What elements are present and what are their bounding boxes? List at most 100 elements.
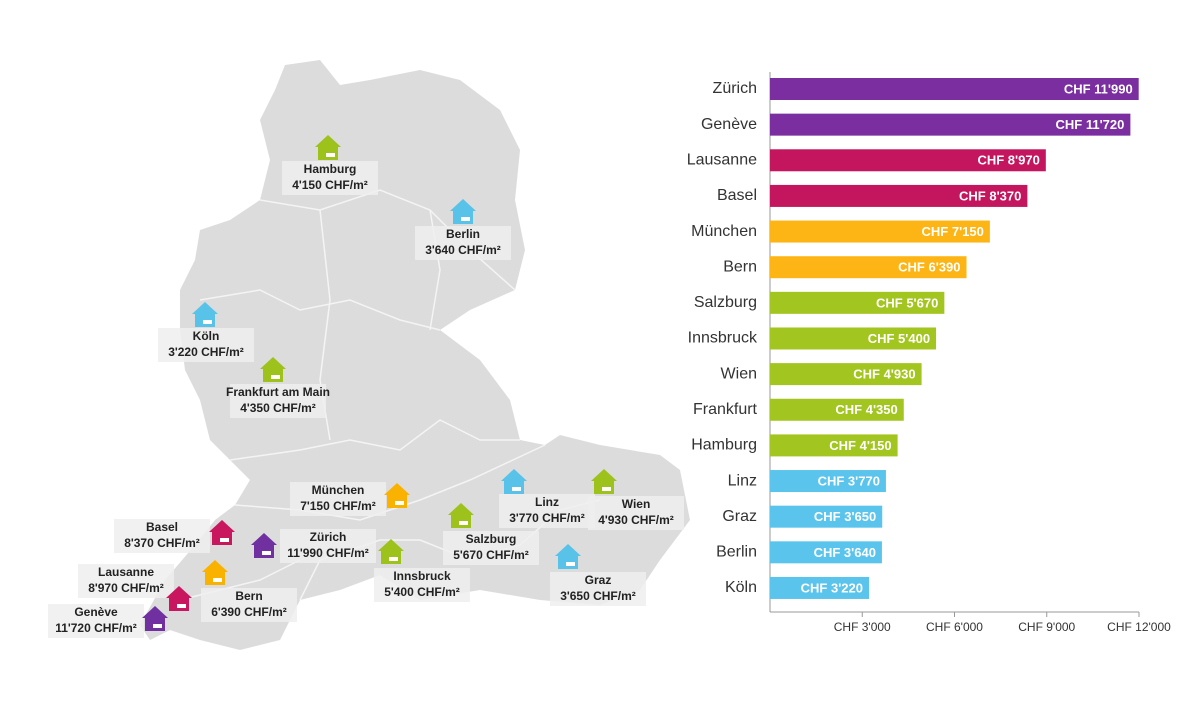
- city-price: 5'670 CHF/m²: [453, 548, 529, 562]
- city-marker: Berlin 3'640 CHF/m²: [415, 199, 511, 260]
- category-label: Köln: [725, 579, 757, 596]
- house-window: [220, 538, 229, 542]
- category-label: Wien: [721, 365, 757, 382]
- bar: [770, 184, 1028, 207]
- city-price: 3'220 CHF/m²: [168, 345, 244, 359]
- bar: [770, 541, 882, 564]
- value-label: CHF 4'930: [853, 367, 915, 382]
- bar: [770, 327, 937, 350]
- house-window: [177, 604, 186, 608]
- bar: [770, 470, 886, 493]
- house-window: [262, 551, 271, 555]
- bar: [770, 256, 967, 279]
- city-price: 8'970 CHF/m²: [88, 581, 164, 595]
- value-label: CHF 5'400: [868, 331, 930, 346]
- category-label: Genève: [701, 116, 757, 133]
- city-name: München: [312, 483, 365, 497]
- city-price: 5'400 CHF/m²: [384, 585, 460, 599]
- label-background: [374, 568, 470, 602]
- category-label: Basel: [717, 187, 757, 204]
- label-background: [550, 572, 646, 606]
- city-name: Frankfurt am Main: [226, 385, 330, 399]
- city-marker: Graz 3'650 CHF/m²: [550, 544, 646, 606]
- city-name: Lausanne: [98, 565, 154, 579]
- city-marker: Lausanne 8'970 CHF/m²: [78, 564, 192, 611]
- value-label: CHF 4'350: [835, 402, 897, 417]
- city-price: 4'150 CHF/m²: [292, 178, 368, 192]
- label-background: [290, 482, 386, 516]
- x-tick-label: CHF 3'000: [834, 620, 891, 634]
- city-marker: Köln 3'220 CHF/m²: [158, 302, 254, 362]
- category-label: Linz: [728, 472, 757, 489]
- value-label: CHF 5'670: [876, 295, 938, 310]
- bar: [770, 291, 945, 314]
- category-label: Graz: [722, 508, 757, 525]
- x-tick-label: CHF 12'000: [1107, 620, 1171, 634]
- category-label: München: [691, 223, 757, 240]
- label-background: [78, 564, 174, 598]
- city-name: Linz: [535, 495, 559, 509]
- city-marker: Zürich 11'990 CHF/m²: [251, 529, 376, 563]
- bar-chart: CHF 3'000 CHF 6'000 CHF 9'000 CHF 12'000 Zür…: [687, 72, 1171, 634]
- house-window: [153, 624, 162, 628]
- city-name: Innsbruck: [393, 569, 451, 583]
- label-background: [280, 529, 376, 563]
- value-label: CHF 11'720: [1056, 117, 1125, 132]
- city-marker: Salzburg 5'670 CHF/m²: [443, 503, 539, 565]
- city-marker: Linz 3'770 CHF/m²: [499, 469, 595, 528]
- city-marker: München 7'150 CHF/m²: [290, 482, 410, 516]
- city-price: 3'770 CHF/m²: [509, 511, 585, 525]
- house-window: [459, 521, 468, 525]
- city-price: 8'370 CHF/m²: [124, 536, 200, 550]
- map-markers: Hamburg 4'150 CHF/m² Berlin 3'640 CHF/m² Köl…: [48, 135, 684, 638]
- city-name: Genève: [74, 605, 118, 619]
- city-name: Berlin: [446, 227, 480, 241]
- bar: [770, 505, 883, 528]
- house-window: [512, 487, 521, 491]
- city-name: Zürich: [310, 530, 347, 544]
- house-window: [602, 487, 611, 491]
- house-window: [213, 578, 222, 582]
- category-label: Frankfurt: [693, 401, 758, 418]
- value-label: CHF 3'770: [818, 473, 880, 488]
- label-background: [114, 519, 210, 553]
- city-price: 4'350 CHF/m²: [240, 401, 316, 415]
- category-label: Hamburg: [691, 437, 757, 454]
- label-background: [48, 604, 144, 638]
- city-marker: Basel 8'370 CHF/m²: [114, 519, 235, 553]
- value-label: CHF 8'970: [977, 153, 1039, 168]
- city-name: Bern: [235, 589, 262, 603]
- city-price: 11'990 CHF/m²: [287, 546, 369, 560]
- house-window: [395, 501, 404, 505]
- value-label: CHF 6'390: [898, 260, 960, 275]
- city-name: Graz: [585, 573, 612, 587]
- house-window: [566, 562, 575, 566]
- house-window: [389, 557, 398, 561]
- city-price: 6'390 CHF/m²: [211, 605, 287, 619]
- bar: [770, 363, 922, 386]
- label-background: [158, 328, 254, 362]
- value-label: CHF 8'370: [959, 188, 1021, 203]
- city-name: Wien: [622, 497, 651, 511]
- city-marker: Hamburg 4'150 CHF/m²: [282, 135, 378, 195]
- x-tick-label: CHF 9'000: [1018, 620, 1075, 634]
- category-label: Salzburg: [694, 294, 757, 311]
- city-name: Basel: [146, 520, 178, 534]
- category-label: Innsbruck: [688, 330, 758, 347]
- bar: [770, 113, 1131, 136]
- value-label: CHF 3'650: [814, 509, 876, 524]
- city-price: 4'930 CHF/m²: [598, 513, 674, 527]
- category-label: Lausanne: [687, 151, 757, 168]
- city-name: Salzburg: [466, 532, 517, 546]
- house-window: [461, 217, 470, 221]
- house-window: [271, 375, 280, 379]
- label-background: [443, 531, 539, 565]
- city-name: Hamburg: [304, 162, 357, 176]
- label-background: [499, 494, 595, 528]
- city-marker: Frankfurt am Main 4'350 CHF/m²: [226, 357, 330, 418]
- city-name: Köln: [193, 329, 220, 343]
- value-label: CHF 3'640: [814, 545, 876, 560]
- city-marker: Genève 11'720 CHF/m²: [48, 604, 168, 638]
- bar: [770, 149, 1046, 172]
